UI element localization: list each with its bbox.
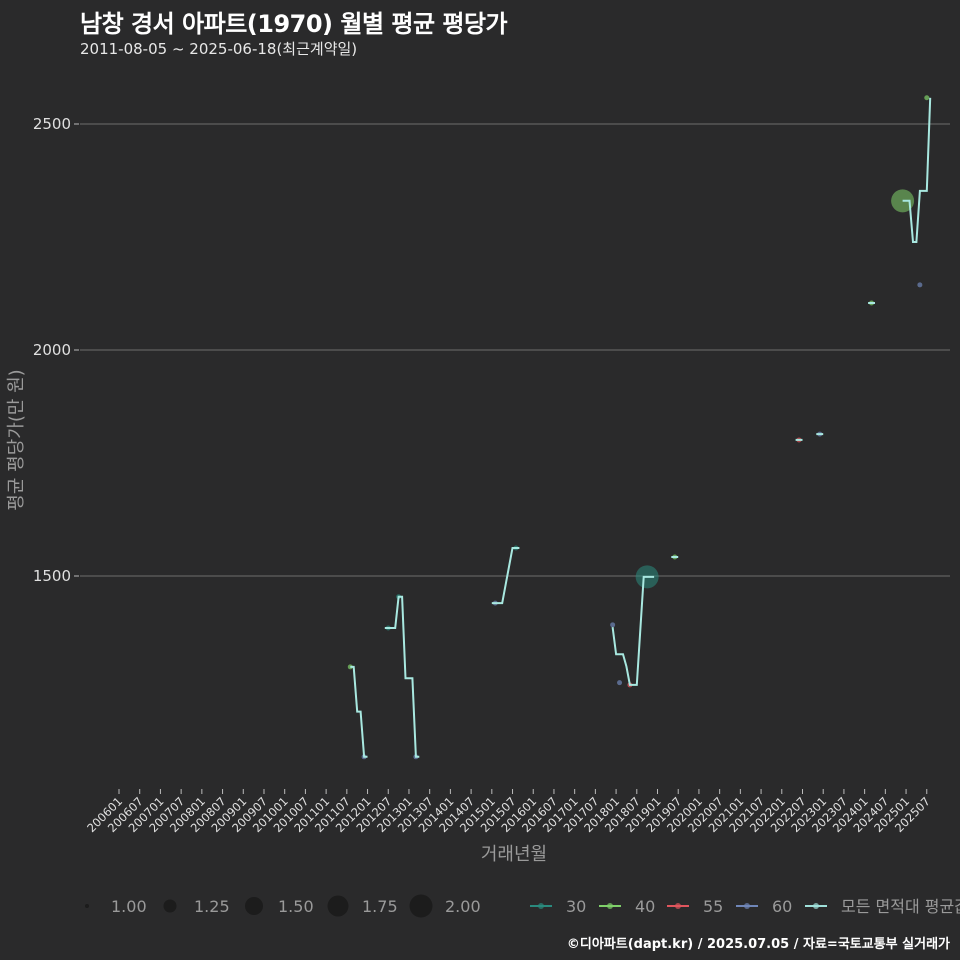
y-tick-label: 2000 (33, 341, 71, 359)
size-legend-label: 1.25 (194, 897, 230, 916)
legend-color: 30 40 55 60 모든 면적대 평균값 (530, 897, 960, 916)
size-legend-circle (85, 904, 89, 908)
grid-lines (80, 123, 950, 577)
color-legend-label: 모든 면적대 평균값 (841, 897, 960, 916)
size-legend-circle (409, 894, 433, 918)
average-line (350, 97, 932, 758)
average-line-segment (611, 575, 655, 686)
color-legend-label: 55 (703, 897, 723, 916)
size-legend-circle (327, 895, 349, 917)
color-legend-label: 40 (635, 897, 655, 916)
y-tick-label: 1500 (33, 567, 71, 585)
y-axis: 1500 2000 2500 (33, 115, 79, 585)
average-line-segment (384, 595, 420, 758)
data-point-60 (617, 680, 623, 686)
size-legend-circle (163, 899, 177, 913)
y-axis-label: 평균 평당가(만 원) (6, 369, 27, 510)
size-legend-label: 1.75 (362, 897, 398, 916)
size-legend-circle (245, 897, 263, 915)
y-tick-label: 2500 (33, 115, 71, 133)
chart-subtitle: 2011-08-05 ~ 2025-06-18(최근계약일) (80, 40, 358, 58)
legend-size: 1.00 1.25 1.50 1.75 2.00 (85, 894, 481, 918)
footer-credit: ©디아파트(dapt.kr) / 2025.07.05 / 자료=국토교통부 실… (566, 937, 950, 952)
data-point-40 (347, 664, 353, 670)
size-legend-label: 1.00 (111, 897, 147, 916)
average-line-segment (350, 665, 368, 758)
data-point-60 (917, 282, 923, 288)
chart-title: 남창 경서 아파트(1970) 월별 평균 평당가 (80, 10, 508, 38)
data-point-60 (610, 622, 616, 628)
size-legend-label: 2.00 (445, 897, 481, 916)
average-line-segment (902, 97, 932, 243)
x-axis: 2006012006072007012007072008012008072009… (84, 789, 933, 835)
x-axis-label: 거래년월 (481, 844, 547, 865)
data-point-40 (924, 95, 930, 101)
size-legend-label: 1.50 (278, 897, 314, 916)
color-legend-label: 30 (566, 897, 586, 916)
average-line-segment (491, 547, 520, 605)
color-legend-label: 60 (772, 897, 792, 916)
